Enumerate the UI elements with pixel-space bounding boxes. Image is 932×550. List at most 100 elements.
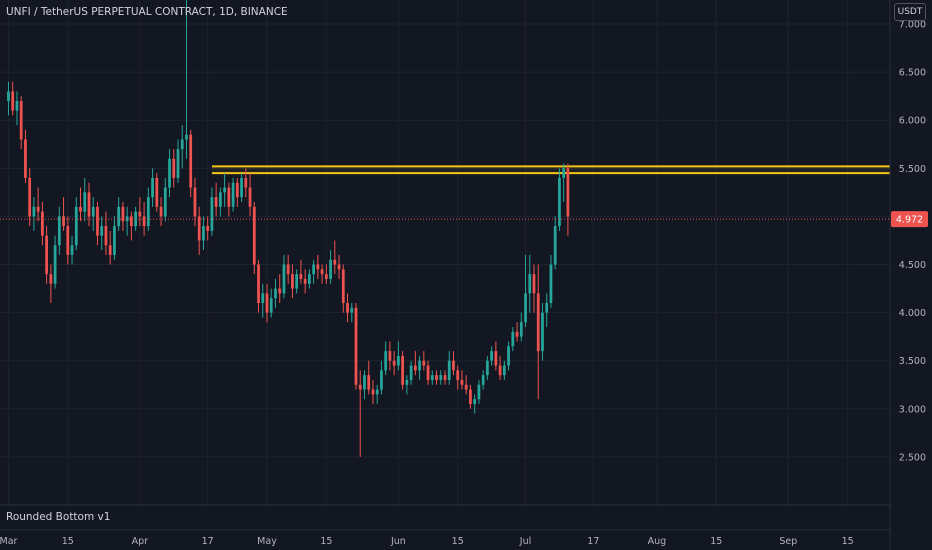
candle[interactable] xyxy=(541,303,544,361)
candle[interactable] xyxy=(473,394,477,414)
candle[interactable] xyxy=(363,370,366,400)
candle[interactable] xyxy=(24,129,27,183)
candle[interactable] xyxy=(430,370,434,385)
candle[interactable] xyxy=(435,370,438,385)
candle[interactable] xyxy=(66,216,70,265)
candle[interactable] xyxy=(180,125,184,169)
candle[interactable] xyxy=(545,293,549,328)
candle[interactable] xyxy=(117,197,121,231)
candle[interactable] xyxy=(401,351,404,390)
candle[interactable] xyxy=(477,379,481,404)
candle[interactable] xyxy=(79,187,82,222)
candle[interactable] xyxy=(210,187,214,236)
candle[interactable] xyxy=(113,216,116,260)
candle[interactable] xyxy=(96,202,99,246)
candle[interactable] xyxy=(219,187,222,217)
candle[interactable] xyxy=(375,384,379,404)
candle[interactable] xyxy=(524,254,527,328)
candle[interactable] xyxy=(62,197,65,231)
indicator-label[interactable]: Rounded Bottom v1 xyxy=(6,511,111,523)
candle[interactable] xyxy=(231,177,235,212)
candle[interactable] xyxy=(155,173,159,212)
candle[interactable] xyxy=(74,197,78,251)
candle[interactable] xyxy=(248,173,252,217)
candle[interactable] xyxy=(295,269,299,294)
candle[interactable] xyxy=(57,206,61,255)
candle[interactable] xyxy=(41,202,44,246)
candle[interactable] xyxy=(261,283,265,318)
candle[interactable] xyxy=(45,226,48,284)
candle[interactable] xyxy=(329,250,332,284)
candle[interactable] xyxy=(252,202,256,275)
candle[interactable] xyxy=(185,0,188,159)
time-axis[interactable]: Mar 15 Apr 17 May 15 Jun 15 Jul 17 Aug 15 Sep 15 xyxy=(0,536,854,547)
candle[interactable] xyxy=(316,254,320,279)
candle[interactable] xyxy=(11,81,15,116)
candle[interactable] xyxy=(227,182,231,217)
candle[interactable] xyxy=(333,240,337,275)
candle[interactable] xyxy=(426,360,430,385)
candle[interactable] xyxy=(28,168,32,227)
candle[interactable] xyxy=(507,341,510,371)
candle[interactable] xyxy=(257,259,260,313)
candle[interactable] xyxy=(324,264,328,284)
candle[interactable] xyxy=(456,365,460,390)
candle[interactable] xyxy=(422,351,426,371)
candle[interactable] xyxy=(549,254,553,308)
candle[interactable] xyxy=(553,216,557,270)
candle[interactable] xyxy=(125,206,129,236)
candle[interactable] xyxy=(121,202,125,231)
candle[interactable] xyxy=(350,303,354,323)
candle[interactable] xyxy=(303,269,307,294)
candle[interactable] xyxy=(346,293,349,323)
candle[interactable] xyxy=(443,370,447,385)
candle[interactable] xyxy=(558,168,561,231)
candle[interactable] xyxy=(32,197,36,231)
candle[interactable] xyxy=(235,177,239,207)
candle[interactable] xyxy=(515,322,519,342)
candle[interactable] xyxy=(519,312,523,342)
candle[interactable] xyxy=(447,351,451,385)
candle[interactable] xyxy=(384,341,388,376)
candle[interactable] xyxy=(562,163,566,202)
candle[interactable] xyxy=(320,264,324,284)
candle[interactable] xyxy=(397,341,400,371)
candle[interactable] xyxy=(87,182,91,227)
candle[interactable] xyxy=(469,384,472,409)
candle[interactable] xyxy=(146,187,150,231)
candle[interactable] xyxy=(528,254,532,313)
candle[interactable] xyxy=(172,149,176,188)
candle[interactable] xyxy=(358,370,362,457)
candle[interactable] xyxy=(498,355,502,380)
candle[interactable] xyxy=(130,211,133,241)
candle[interactable] xyxy=(214,182,218,217)
candle[interactable] xyxy=(206,216,210,241)
candle[interactable] xyxy=(371,379,375,404)
candle[interactable] xyxy=(7,81,10,116)
candle[interactable] xyxy=(291,264,294,299)
candle[interactable] xyxy=(481,370,485,390)
candle[interactable] xyxy=(197,206,201,255)
candle[interactable] xyxy=(337,254,341,279)
candle[interactable] xyxy=(269,288,273,318)
candle[interactable] xyxy=(151,168,154,207)
candle[interactable] xyxy=(83,177,87,222)
candle[interactable] xyxy=(308,269,311,289)
candle[interactable] xyxy=(36,187,40,222)
candle[interactable] xyxy=(388,341,392,371)
candle[interactable] xyxy=(299,259,303,284)
candle[interactable] xyxy=(278,274,282,303)
candle[interactable] xyxy=(138,197,142,227)
candle[interactable] xyxy=(265,283,269,323)
candle[interactable] xyxy=(502,360,506,380)
candle[interactable] xyxy=(439,370,443,385)
candle[interactable] xyxy=(244,168,248,198)
candle[interactable] xyxy=(494,341,498,371)
candle[interactable] xyxy=(486,355,489,380)
candle[interactable] xyxy=(409,360,413,385)
candle[interactable] xyxy=(70,235,74,265)
candle[interactable] xyxy=(49,264,53,303)
candle[interactable] xyxy=(460,370,464,390)
candle[interactable] xyxy=(91,197,95,231)
